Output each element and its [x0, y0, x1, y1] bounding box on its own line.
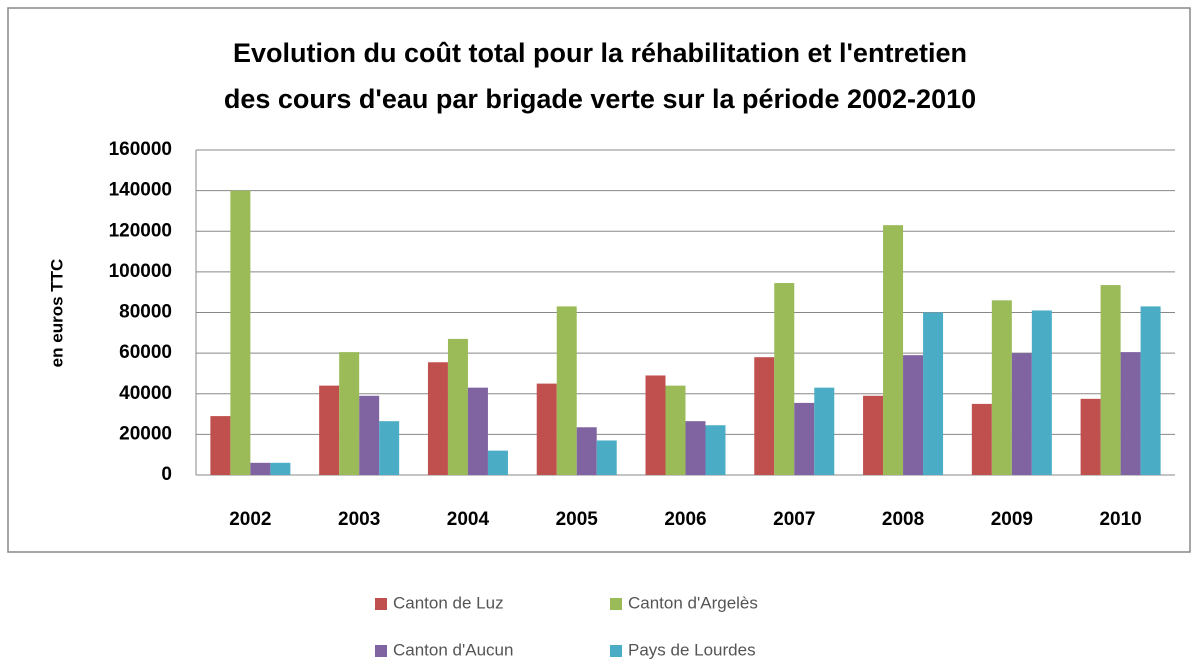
y-tick-label: 160000	[109, 139, 172, 160]
bar	[1100, 285, 1121, 475]
bar	[705, 425, 726, 475]
y-tick-label: 20000	[119, 423, 172, 444]
bar	[685, 421, 706, 475]
bar	[230, 190, 251, 475]
bar	[447, 338, 468, 475]
bar	[883, 225, 904, 475]
legend-swatch	[610, 645, 622, 657]
bar	[270, 462, 291, 475]
bar	[665, 385, 686, 475]
y-tick-label: 140000	[109, 180, 172, 201]
bar	[863, 395, 884, 475]
bar	[596, 440, 617, 475]
bar	[971, 403, 992, 475]
y-tick-label: 40000	[119, 383, 172, 404]
bar	[814, 387, 835, 475]
x-tick-label: 2006	[664, 509, 706, 530]
bar	[487, 450, 508, 475]
x-tick-label: 2004	[447, 509, 490, 530]
x-tick-label: 2009	[991, 509, 1033, 530]
chart-title: des cours d'eau par brigade verte sur la…	[224, 84, 976, 114]
y-tick-label: 60000	[119, 342, 172, 363]
bar	[923, 312, 944, 475]
bar	[1120, 352, 1141, 475]
legend-swatch	[610, 598, 622, 610]
x-tick-label: 2003	[338, 509, 380, 530]
bar	[1011, 353, 1032, 475]
y-tick-label: 100000	[109, 261, 172, 282]
x-tick-label: 2007	[773, 509, 815, 530]
bar	[556, 306, 577, 475]
bar	[1140, 306, 1161, 475]
x-tick-label: 2002	[229, 509, 271, 530]
bar	[1080, 398, 1101, 475]
bar	[1031, 310, 1052, 475]
bar	[427, 362, 448, 475]
bar	[774, 283, 795, 475]
bar	[991, 300, 1012, 475]
y-tick-label: 80000	[119, 302, 172, 323]
bar	[210, 416, 231, 475]
bar	[903, 355, 924, 475]
bar	[754, 357, 775, 475]
legend-swatch	[375, 645, 387, 657]
bar	[794, 402, 815, 475]
y-tick-label: 120000	[109, 220, 172, 241]
bar	[339, 352, 360, 475]
y-tick-label: 0	[161, 464, 172, 485]
bar	[319, 385, 340, 475]
x-tick-label: 2010	[1099, 509, 1141, 530]
chart-title: Evolution du coût total pour la réhabili…	[233, 38, 967, 68]
legend-swatch	[375, 598, 387, 610]
x-tick-label: 2005	[556, 509, 599, 530]
legend-label: Canton d'Argelès	[628, 593, 758, 612]
legend-label: Canton de Luz	[393, 593, 504, 612]
legend-label: Pays de Lourdes	[628, 640, 756, 659]
bar	[467, 387, 488, 475]
y-axis-label: en euros TTC	[47, 259, 66, 368]
bar	[379, 421, 400, 475]
x-tick-label: 2008	[882, 509, 924, 530]
bar	[536, 383, 557, 475]
bar	[359, 395, 380, 475]
bar	[250, 462, 271, 475]
legend-label: Canton d'Aucun	[393, 640, 513, 659]
bar	[645, 375, 666, 475]
bar	[576, 427, 597, 475]
